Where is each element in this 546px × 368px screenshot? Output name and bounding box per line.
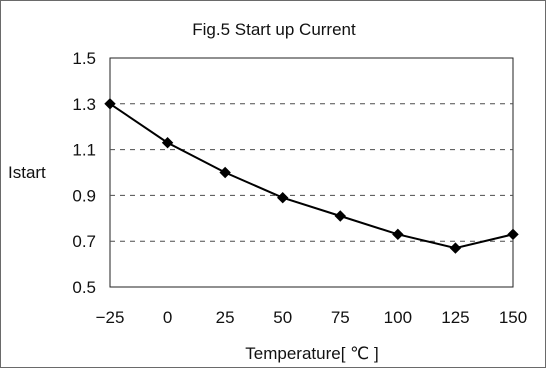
y-axis-label: Istart — [8, 163, 46, 182]
x-tick-label: 75 — [331, 308, 350, 327]
series-line — [109, 102, 514, 250]
x-axis-label: Temperature[ ℃ ] — [245, 344, 378, 363]
y-tick-label: 1.5 — [72, 49, 96, 68]
plot-area — [109, 57, 514, 288]
x-tick-label: 0 — [163, 308, 172, 327]
data-point — [219, 166, 231, 179]
x-tick-label: −25 — [96, 308, 125, 327]
data-point — [449, 242, 462, 254]
y-tick-label: 0.5 — [72, 278, 96, 297]
data-series — [104, 98, 519, 254]
data-point — [161, 137, 174, 149]
chart-title: Fig.5 Start up Current — [192, 20, 356, 39]
y-tick-label: 0.9 — [72, 186, 96, 205]
data-point — [334, 210, 346, 222]
y-axis-ticks: 1.5 1.3 1.1 0.9 0.7 0.5 — [72, 49, 96, 297]
data-point — [507, 228, 519, 241]
data-point — [104, 98, 116, 110]
x-tick-label: 50 — [273, 308, 292, 327]
x-tick-label: 25 — [216, 308, 235, 327]
x-tick-label: 150 — [499, 308, 527, 327]
y-tick-label: 0.7 — [72, 232, 96, 251]
y-tick-label: 1.1 — [72, 141, 96, 160]
grid-lines — [110, 103, 513, 242]
y-tick-label: 1.3 — [72, 95, 96, 114]
data-point — [277, 191, 289, 204]
x-axis-ticks: −25 0 25 50 75 100 125 150 — [96, 308, 528, 327]
x-tick-label: 100 — [384, 308, 412, 327]
x-tick-label: 125 — [441, 308, 469, 327]
data-point — [392, 228, 404, 241]
